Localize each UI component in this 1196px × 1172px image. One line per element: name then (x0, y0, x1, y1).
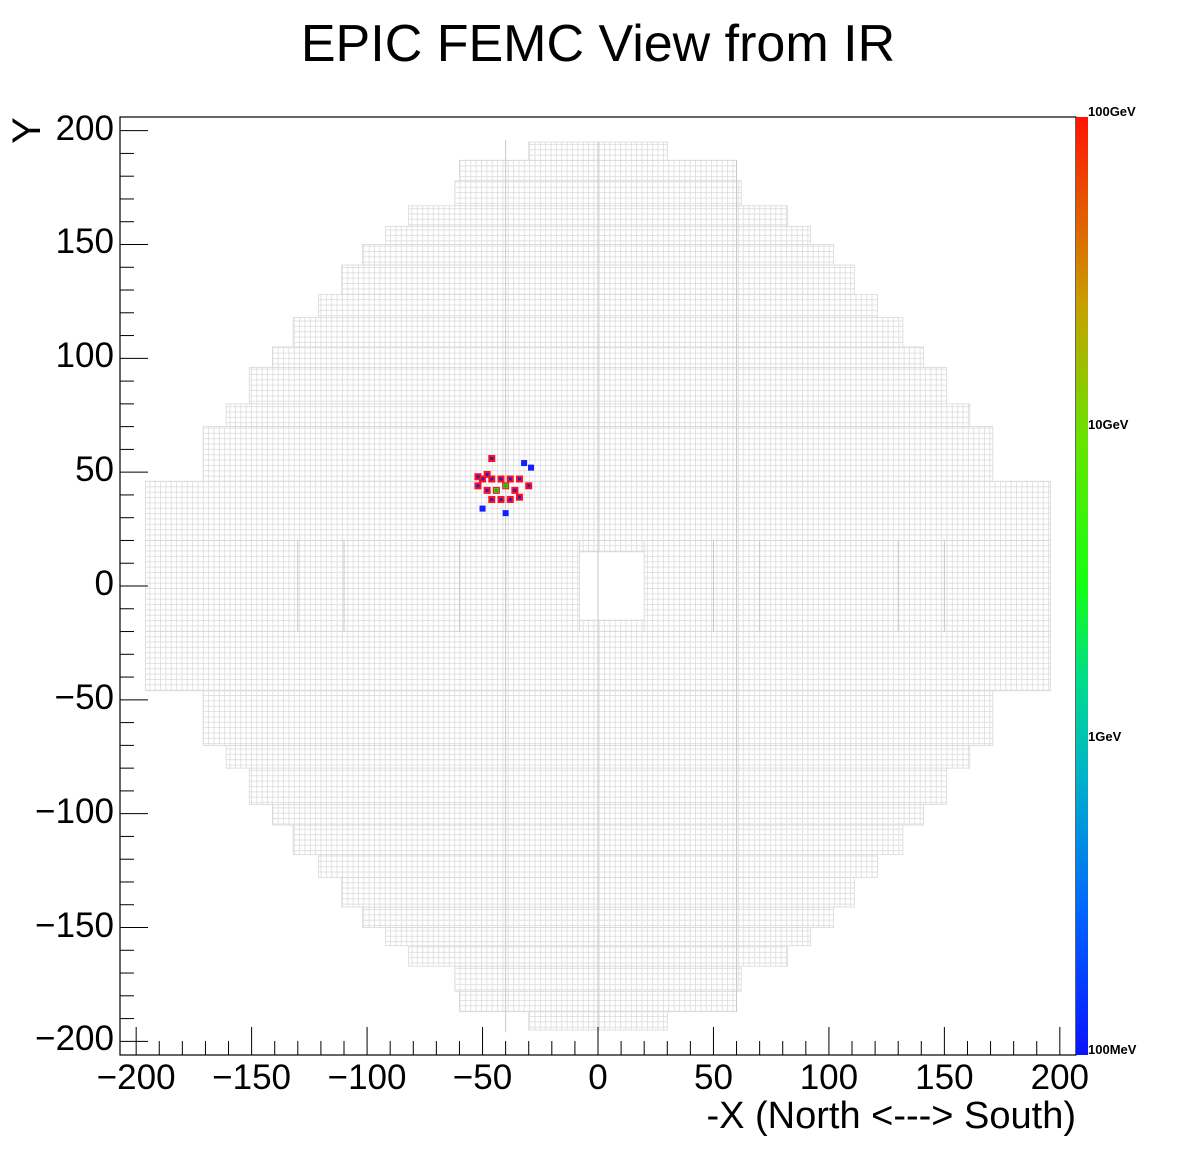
detector-band (579, 619, 645, 632)
x-tick-label: 50 (693, 1058, 733, 1097)
y-tick-label: −150 (35, 905, 114, 945)
y-tick-label: 50 (75, 450, 114, 490)
axis-ticks (120, 130, 1061, 1055)
energy-hit-core (513, 488, 517, 492)
y-tick-label: −50 (54, 677, 114, 717)
chart-title: EPIC FEMC View from IR (300, 15, 896, 73)
y-tick-label: −100 (35, 791, 114, 831)
colorbar-label-10gev: 10GeV (1088, 417, 1129, 432)
x-axis-label: -X (North <---> South) (706, 1095, 1076, 1137)
y-tick-label: 100 (55, 336, 114, 376)
x-tick-label: −100 (327, 1058, 407, 1097)
energy-hits (474, 455, 535, 517)
colorbar-label-100mev: 100MeV (1088, 1042, 1137, 1057)
energy-hit-core (508, 497, 512, 501)
energy-hit-core (490, 477, 494, 481)
energy-hit (479, 505, 486, 512)
energy-hit-core (494, 488, 498, 492)
energy-hit-core (499, 477, 503, 481)
energy-hit-core (490, 457, 494, 461)
y-tick-label: 150 (55, 222, 114, 262)
colorbar-label-100gev: 100GeV (1088, 104, 1136, 119)
colorbar-label-1gev: 1GeV (1088, 729, 1122, 744)
energy-hit-core (476, 484, 480, 488)
x-tick-label: 0 (588, 1058, 608, 1097)
energy-hit-core (476, 475, 480, 479)
x-tick-label: −200 (96, 1058, 176, 1097)
detector-band (643, 540, 1051, 632)
x-tick-label: −50 (452, 1058, 513, 1097)
detector-cells (145, 139, 1051, 1033)
energy-hit-core (485, 488, 489, 492)
energy-hit (521, 460, 528, 467)
energy-hit (528, 464, 535, 471)
x-tick-label: 200 (1030, 1058, 1090, 1097)
energy-hit-core (504, 484, 508, 488)
colorbar (1076, 117, 1088, 1055)
x-tick-label: −150 (212, 1058, 292, 1097)
x-tick-label: 100 (799, 1058, 859, 1097)
energy-hit (502, 510, 509, 517)
y-tick-label: 0 (94, 564, 114, 603)
x-tick-label: 150 (915, 1058, 974, 1097)
energy-hit-core (517, 495, 521, 499)
y-tick-label: −200 (35, 1019, 114, 1059)
energy-hit-core (517, 477, 521, 481)
energy-hit-core (499, 497, 503, 501)
detector-band (579, 540, 645, 553)
detector-band (145, 540, 580, 632)
energy-hit-core (508, 477, 512, 481)
energy-hit-core (481, 477, 485, 481)
energy-hit-core (485, 472, 489, 476)
y-tick-label: 200 (55, 108, 114, 148)
energy-hit-core (527, 484, 531, 488)
energy-hit-core (490, 497, 494, 501)
